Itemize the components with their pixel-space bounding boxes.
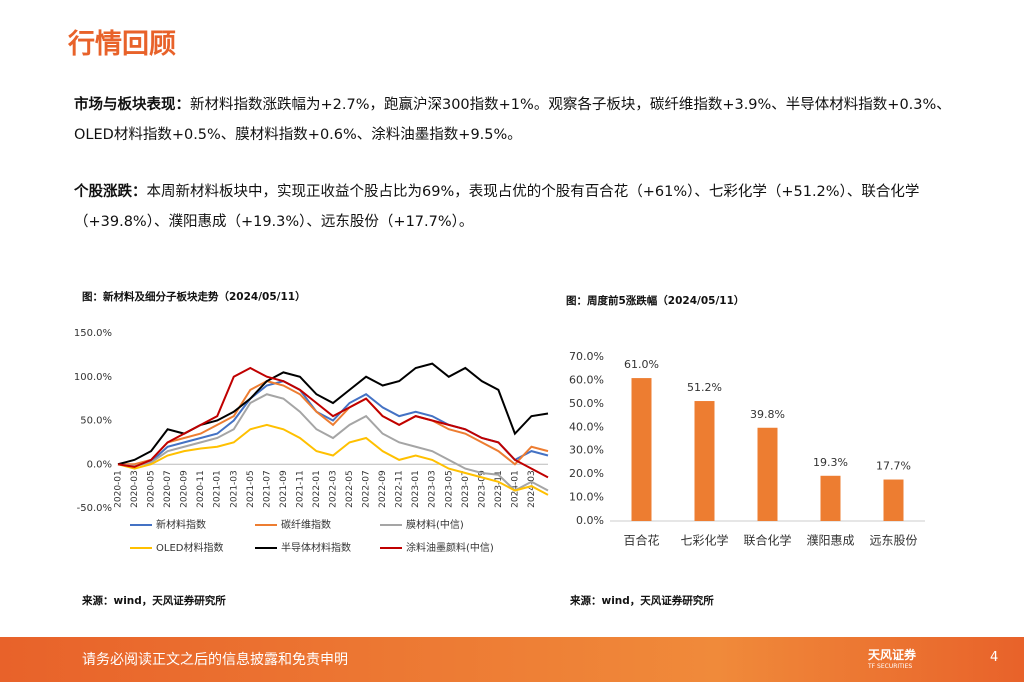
para-label: 市场与板块表现： [74, 97, 190, 113]
para-text: 新材料指数涨跌幅为+2.7%，跑赢沪深300指数+1%。观察各子板块，碳纤维指数… [74, 97, 951, 143]
legend-label: 碳纤维指数 [281, 518, 331, 531]
value-label: 51.2% [687, 381, 722, 394]
legend-label: 新材料指数 [156, 518, 206, 531]
bar [694, 401, 715, 521]
bar [820, 475, 841, 521]
legend-label: 膜材料(中信) [406, 518, 464, 531]
x-tick-label: 2021-09 [279, 470, 289, 508]
x-tick-label: 2023-01 [411, 470, 421, 508]
x-tick-label: 2021-03 [229, 470, 239, 508]
bar [757, 427, 778, 521]
x-tick-label: 七彩化学 [680, 533, 728, 548]
x-tick-label: 百合花 [623, 533, 659, 548]
x-tick-label: 2023-05 [444, 470, 454, 508]
legend-label: 半导体材料指数 [281, 541, 351, 554]
x-tick-label: 2021-11 [295, 470, 305, 508]
logo-subtext: TF SECURITIES [868, 663, 913, 670]
value-label: 39.8% [750, 408, 785, 421]
x-tick-label: 2020-09 [180, 470, 190, 508]
y-tick-label: 10.0% [569, 491, 604, 504]
line [118, 380, 549, 466]
line [117, 393, 549, 492]
x-tick-label: 2021-01 [213, 470, 223, 508]
x-tick-label: 2024-01 [510, 470, 520, 508]
line [117, 362, 549, 466]
bar [631, 378, 652, 521]
y-tick-label: 30.0% [569, 444, 604, 457]
bar [883, 479, 904, 521]
x-tick-label: 联合化学 [743, 533, 791, 548]
x-tick-label: 2020-03 [130, 470, 140, 508]
y-tick-label: 60.0% [569, 373, 604, 386]
x-tick-label: 2021-07 [262, 470, 272, 508]
value-label: 61.0% [624, 358, 659, 371]
x-tick-label: 2023-07 [461, 470, 471, 508]
disclaimer: 请务必阅读正文之后的信息披露和免责申明 [82, 652, 348, 668]
x-tick-label: 2020-05 [147, 470, 157, 508]
para-text: 本周新材料板块中，实现正收益个股占比为69%，表现占优的个股有百合花（+61%）… [74, 184, 920, 230]
chart-title: 图：新材料及细分子板块走势（2024/05/11） [82, 291, 306, 303]
y-tick-label: -50.0% [77, 503, 112, 514]
legend-label: 涂料油墨颜料(中信) [406, 541, 494, 554]
x-tick-label: 濮阳惠成 [806, 533, 854, 548]
footer: 请务必阅读正文之后的信息披露和免责申明 天风证券 TF SECURITIES 4 [0, 637, 1024, 682]
chart: -50.0% 0.0% 50.0% 100.0% 150.0% 2020-01 2020-0… [74, 328, 549, 554]
legend-label: OLED材料指数 [156, 541, 223, 554]
para-label: 个股涨跌： [74, 184, 147, 200]
value-label: 19.3% [813, 456, 848, 469]
y-tick-label: 50.0% [569, 397, 604, 410]
y-tick-label: 0.0% [87, 459, 112, 470]
source: 来源：wind，天风证券研究所 [82, 595, 226, 607]
logo-text: 天风证券 [868, 648, 917, 662]
page-title: 行情回顾 [68, 29, 176, 60]
line [117, 366, 549, 479]
x-tick-label: 2022-09 [378, 470, 388, 508]
chart-title: 图：周度前5涨跌幅（2024/05/11） [566, 295, 745, 307]
y-tick-label: 0.0% [576, 514, 604, 527]
y-tick-label: 70.0% [569, 350, 604, 363]
y-tick-label: 20.0% [569, 467, 604, 480]
chart: 0.0% 10.0% 20.0% 30.0% 40.0% 50.0% 60.0% 70.0% 6… [569, 350, 925, 548]
line [117, 423, 549, 496]
y-tick-label: 100.0% [74, 372, 112, 383]
x-tick-label: 2022-01 [312, 470, 322, 508]
x-tick-label: 2022-05 [345, 470, 355, 508]
x-tick-label: 2022-03 [329, 470, 339, 508]
x-tick-label: 2024-03 [527, 470, 537, 508]
value-label: 17.7% [876, 460, 911, 473]
x-tick-label: 2023-09 [477, 470, 487, 508]
x-tick-label: 远东股份 [869, 534, 917, 548]
page-number: 4 [990, 650, 999, 665]
x-tick-label: 2020-07 [163, 470, 173, 508]
y-tick-label: 40.0% [569, 420, 604, 433]
x-tick-label: 2022-11 [395, 470, 405, 508]
x-tick-label: 2020-01 [114, 470, 124, 508]
x-tick-label: 2023-03 [428, 470, 438, 508]
x-tick-label: 2022-07 [362, 470, 372, 508]
y-tick-label: 150.0% [74, 328, 112, 339]
paragraph: 市场与板块表现：新材料指数涨跌幅为+2.7%，跑赢沪深300指数+1%。观察各子… [74, 90, 954, 150]
x-tick-label: 2023-11 [494, 470, 504, 508]
logo: 天风证券 TF SECURITIES [868, 646, 916, 670]
x-tick-label: 2020-11 [196, 470, 206, 508]
y-tick-label: 50.0% [80, 416, 112, 427]
x-tick-label: 2021-05 [246, 470, 256, 508]
source: 来源：wind，天风证券研究所 [570, 595, 714, 607]
paragraph: 个股涨跌：本周新材料板块中，实现正收益个股占比为69%，表现占优的个股有百合花（… [74, 177, 954, 237]
